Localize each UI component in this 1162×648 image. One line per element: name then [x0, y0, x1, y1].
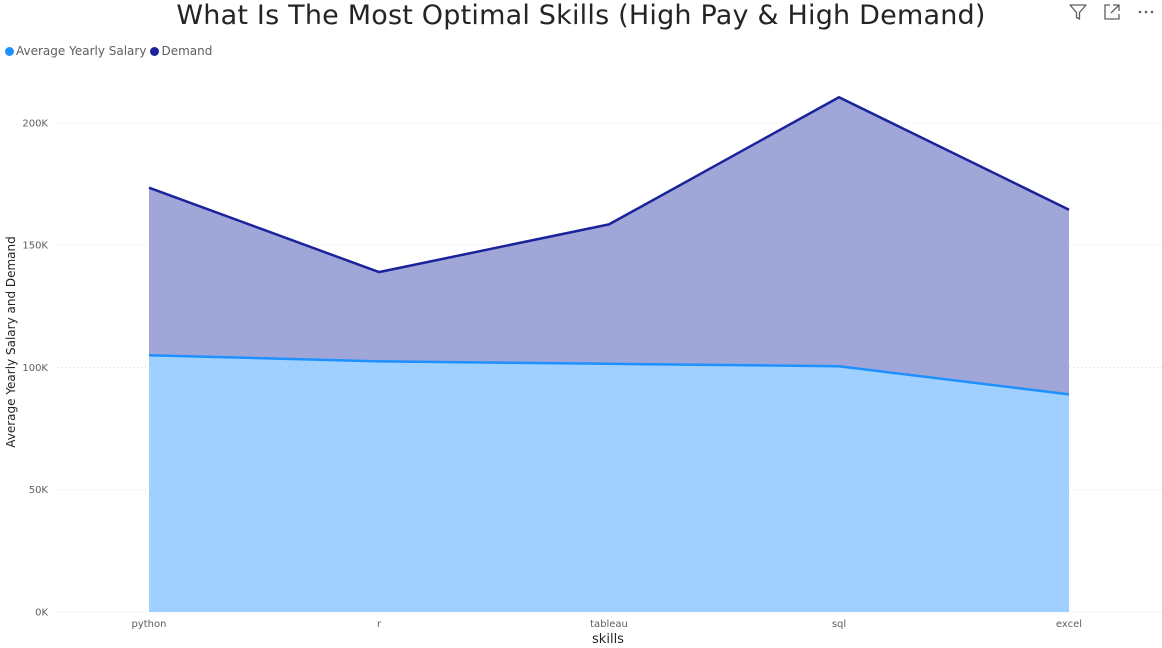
legend-item-demand[interactable]: Demand — [150, 44, 212, 58]
y-tick-label: 100K — [22, 363, 48, 374]
areas — [149, 97, 1069, 612]
data-point-demand-r — [377, 270, 381, 274]
data-point-demand-python — [147, 186, 151, 190]
data-point-demand-tableau — [607, 222, 611, 226]
legend-label-salary: Average Yearly Salary — [16, 44, 147, 58]
x-tick-label: python — [132, 619, 167, 630]
chart-title: What Is The Most Optimal Skills (High Pa… — [176, 0, 986, 31]
more-options-icon[interactable] — [1136, 2, 1156, 22]
y-tick-label: 50K — [29, 485, 49, 496]
legend-marker-demand — [150, 46, 160, 56]
data-point-salary-tableau — [607, 362, 611, 366]
area-average-yearly-salary — [149, 355, 1069, 612]
data-point-demand-excel — [1067, 208, 1071, 212]
data-point-demand-sql — [837, 95, 841, 99]
y-tick-label: 0K — [35, 608, 48, 619]
legend-label-demand: Demand — [161, 44, 213, 58]
x-tick-label: excel — [1056, 619, 1082, 630]
legend: Average Yearly Salary Demand — [5, 44, 212, 58]
data-point-salary-python — [147, 353, 151, 357]
x-axis-ticks: python r tableau sql excel — [132, 619, 1083, 630]
x-tick-label: sql — [832, 619, 846, 630]
data-point-salary-r — [377, 359, 381, 363]
line-average-yearly-salary — [148, 353, 1070, 396]
filter-icon[interactable] — [1068, 2, 1088, 22]
y-tick-label: 200K — [22, 118, 48, 129]
focus-mode-icon[interactable] — [1102, 2, 1122, 22]
x-axis-title: skills — [592, 632, 624, 647]
y-tick-label: 150K — [22, 241, 48, 252]
legend-item-salary[interactable]: Average Yearly Salary — [5, 44, 146, 58]
visual-header-toolbar — [1068, 2, 1156, 22]
legend-marker-salary — [5, 46, 14, 56]
data-point-salary-excel — [1067, 392, 1071, 396]
line-demand — [148, 95, 1070, 274]
data-point-salary-sql — [837, 364, 841, 368]
x-tick-label: tableau — [590, 619, 628, 630]
y-axis-ticks: 0K 50K 100K 150K 200K — [22, 118, 48, 618]
x-tick-label: r — [377, 619, 382, 630]
series-lines — [147, 95, 1071, 396]
area-demand — [149, 97, 1069, 395]
